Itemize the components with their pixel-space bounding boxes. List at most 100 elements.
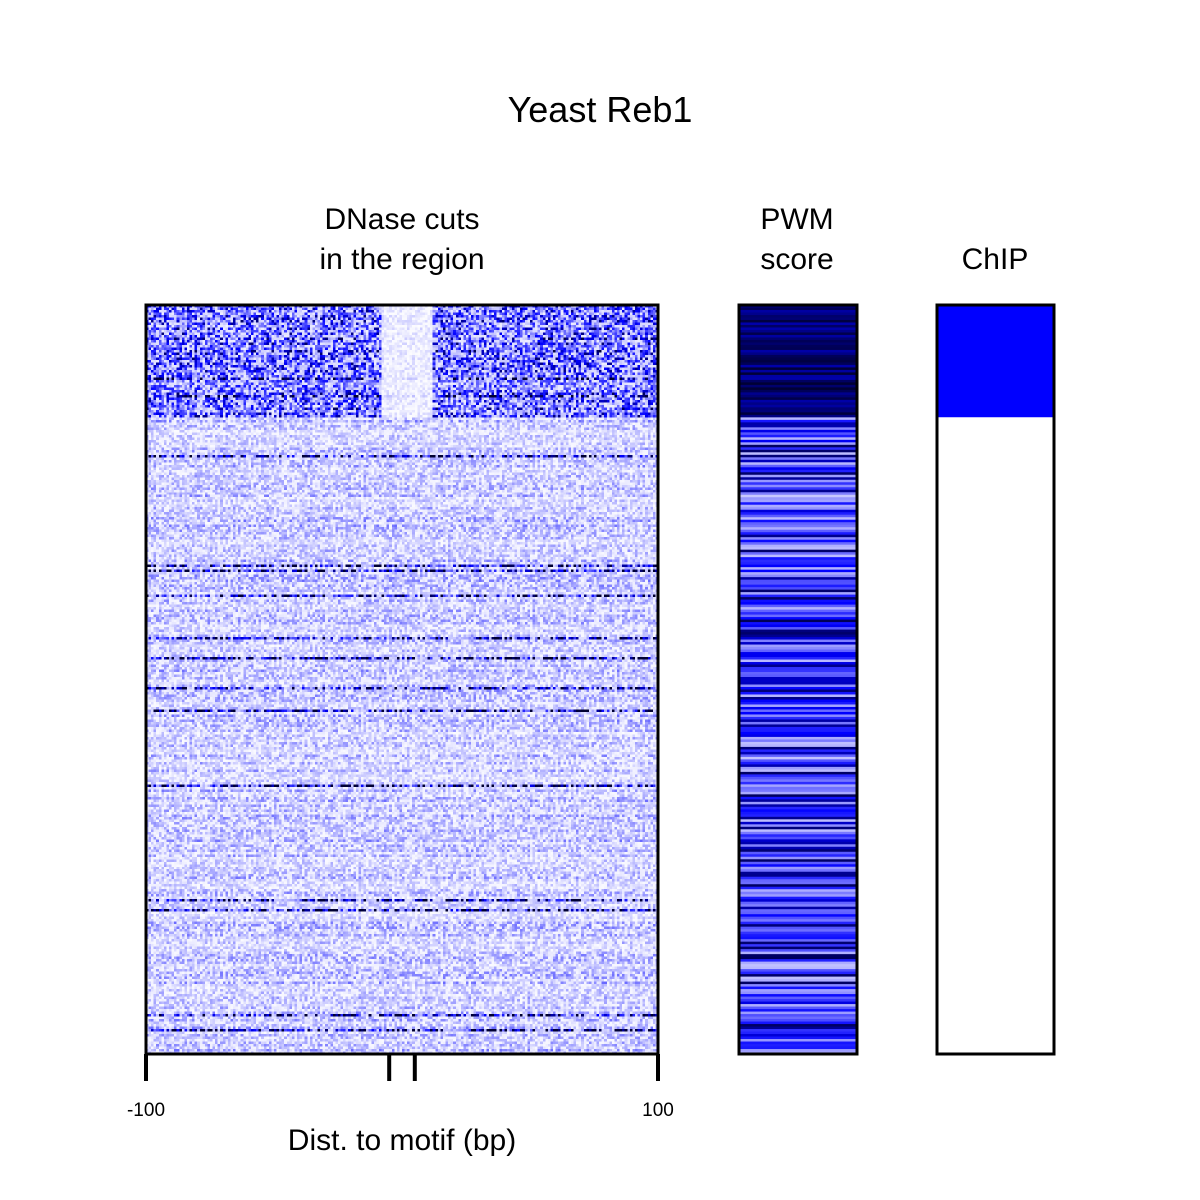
pwm-row	[739, 809, 857, 813]
pwm-row	[739, 309, 857, 314]
pwm-row	[739, 332, 857, 336]
pwm-row	[739, 839, 857, 843]
pwm-row	[739, 434, 857, 438]
pwm-row	[739, 779, 857, 783]
pwm-row	[739, 394, 857, 398]
pwm-row	[739, 756, 857, 760]
pwm-row	[739, 369, 857, 374]
pwm-row	[739, 547, 857, 551]
pwm-row	[739, 701, 857, 706]
pwm-row	[739, 384, 857, 388]
pwm-row	[739, 432, 857, 436]
dnase-panel-title-line2: in the region	[319, 243, 484, 276]
pwm-row	[739, 322, 857, 326]
pwm-panel-title-line1: PWM	[760, 203, 833, 236]
pwm-row	[739, 821, 857, 825]
pwm-row	[739, 532, 857, 536]
pwm-row	[739, 934, 857, 938]
pwm-row	[739, 507, 857, 511]
pwm-row	[739, 961, 857, 965]
pwm-row	[739, 319, 857, 324]
pwm-row	[739, 452, 857, 456]
pwm-row	[739, 399, 857, 403]
pwm-row	[739, 669, 857, 673]
pwm-row	[739, 417, 857, 421]
pwm-row	[739, 856, 857, 860]
pwm-row	[739, 654, 857, 658]
pwm-row	[739, 609, 857, 613]
pwm-row	[739, 447, 857, 451]
pwm-row	[739, 811, 857, 815]
pwm-row	[739, 494, 857, 498]
pwm-row	[739, 966, 857, 970]
pwm-row	[739, 392, 857, 396]
pwm-row	[739, 529, 857, 533]
pwm-row	[739, 989, 857, 993]
pwm-row	[739, 761, 857, 765]
pwm-row	[739, 387, 857, 391]
pwm-row	[739, 944, 857, 948]
pwm-row	[739, 724, 857, 728]
pwm-row	[739, 317, 857, 321]
pwm-row	[739, 502, 857, 506]
pwm-row	[739, 579, 857, 583]
pwm-row	[739, 819, 857, 823]
pwm-row	[739, 844, 857, 848]
pwm-row	[739, 449, 857, 453]
pwm-row	[739, 632, 857, 636]
pwm-row	[739, 524, 857, 528]
pwm-row	[739, 991, 857, 995]
pwm-row	[739, 766, 857, 770]
pwm-row	[739, 382, 857, 386]
pwm-row	[739, 759, 857, 763]
pwm-panel-frame	[737, 303, 859, 1056]
pwm-row	[739, 539, 857, 543]
pwm-row	[739, 904, 857, 908]
pwm-row	[739, 664, 857, 668]
pwm-row	[739, 771, 857, 775]
pwm-row	[739, 544, 857, 548]
pwm-row	[739, 542, 857, 546]
pwm-row	[739, 854, 857, 858]
pwm-row	[739, 519, 857, 523]
pwm-row	[739, 572, 857, 576]
pwm-row	[739, 462, 857, 466]
dnase-heatmap	[146, 305, 658, 1054]
pwm-row	[739, 397, 857, 401]
pwm-row	[739, 307, 857, 311]
pwm-row	[739, 359, 857, 364]
pwm-row	[739, 949, 857, 953]
pwm-panel-title-line2: score	[760, 243, 833, 276]
pwm-row	[739, 347, 857, 351]
pwm-row	[739, 639, 857, 643]
pwm-row	[739, 537, 857, 541]
pwm-row	[739, 781, 857, 785]
pwm-row	[739, 754, 857, 758]
pwm-row	[739, 979, 857, 983]
pwm-row	[739, 349, 857, 354]
pwm-row	[739, 647, 857, 651]
pwm-row	[739, 851, 857, 855]
pwm-row	[739, 474, 857, 478]
pwm-row	[739, 886, 857, 890]
pwm-row	[739, 1036, 857, 1040]
pwm-row	[739, 569, 857, 573]
pwm-row	[739, 964, 857, 968]
pwm-row	[739, 749, 857, 753]
pwm-row	[739, 806, 857, 810]
pwm-row	[739, 1039, 857, 1043]
pwm-row	[739, 1031, 857, 1035]
pwm-row	[739, 489, 857, 493]
pwm-row	[739, 924, 857, 928]
pwm-row	[739, 512, 857, 516]
pwm-row	[739, 926, 857, 930]
pwm-row	[739, 442, 857, 446]
pwm-row	[739, 794, 857, 798]
pwm-row	[739, 1006, 857, 1010]
pwm-row	[739, 714, 857, 718]
pwm-row	[739, 1009, 857, 1013]
pwm-row	[739, 686, 857, 691]
pwm-row	[739, 696, 857, 701]
pwm-row	[739, 894, 857, 898]
pwm-row	[739, 876, 857, 880]
